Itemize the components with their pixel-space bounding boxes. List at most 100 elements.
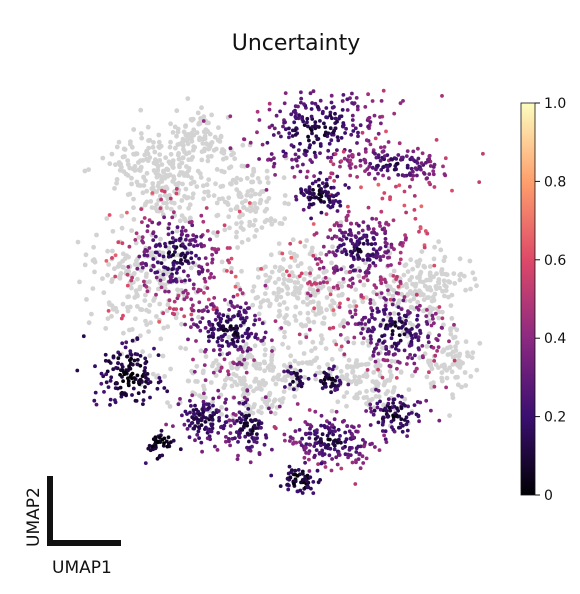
background-cell-point [165, 167, 171, 173]
cell-point [308, 158, 313, 162]
cell-point [376, 171, 380, 176]
cell-point [94, 402, 99, 407]
cell-point [299, 443, 304, 447]
cell-point [333, 116, 338, 121]
cell-point [309, 107, 314, 111]
background-cell-point [138, 131, 144, 136]
background-cell-point [313, 376, 319, 382]
background-cell-point [268, 216, 274, 222]
cell-point [362, 315, 366, 320]
background-cell-point [442, 293, 447, 299]
background-cell-point [185, 96, 191, 101]
cell-point [173, 250, 177, 254]
cell-point [192, 369, 197, 374]
cell-point [346, 185, 351, 190]
cell-point [262, 442, 267, 447]
background-cell-point [167, 193, 172, 198]
cell-point [179, 307, 184, 311]
cell-point [437, 418, 442, 423]
background-cell-point [126, 268, 132, 274]
cell-point [405, 149, 410, 154]
background-cell-point [272, 280, 278, 285]
cell-point [382, 312, 387, 316]
background-cell-point [358, 379, 363, 385]
chart-title: Uncertainty [232, 31, 361, 56]
cell-point [372, 113, 377, 118]
cell-point [331, 162, 336, 167]
cell-point [411, 173, 416, 178]
background-cell-point [286, 278, 291, 283]
background-cell-point [132, 152, 138, 157]
background-cell-point [157, 158, 163, 163]
cell-point [114, 366, 118, 370]
cell-point [348, 149, 352, 153]
cell-point [238, 323, 243, 328]
cell-point [372, 230, 377, 235]
cell-point [391, 218, 396, 223]
cell-point [109, 375, 114, 380]
cell-point [172, 210, 176, 215]
cell-point [365, 253, 370, 258]
cell-point [394, 291, 399, 295]
cell-point [339, 223, 343, 228]
background-cell-point [89, 311, 94, 317]
cell-point [288, 417, 293, 422]
cell-point [350, 118, 355, 122]
cell-point [130, 376, 134, 381]
cell-point [346, 209, 351, 214]
background-cell-point [441, 278, 447, 284]
cell-point [353, 322, 358, 326]
cell-point [358, 269, 362, 273]
cell-point [170, 215, 175, 220]
background-cell-point [454, 340, 460, 346]
cell-point [359, 294, 364, 299]
background-cell-point [222, 227, 228, 233]
cell-point [168, 240, 173, 245]
cell-point [140, 235, 145, 240]
cell-point [118, 385, 123, 390]
cell-point [209, 302, 213, 307]
background-cell-point [164, 186, 170, 192]
background-cell-point [431, 380, 436, 386]
background-cell-point [304, 295, 310, 301]
cell-point [348, 231, 353, 235]
background-cell-point [219, 405, 224, 410]
cell-point [216, 247, 221, 252]
cell-point [330, 193, 335, 198]
cell-point [253, 318, 258, 323]
background-cell-point [141, 183, 147, 188]
background-cell-point [288, 353, 294, 359]
background-cell-point [252, 343, 258, 349]
background-cell-point [271, 398, 277, 404]
cell-point [342, 247, 347, 252]
cell-point [159, 197, 164, 202]
cell-point [335, 462, 340, 467]
background-cell-point [282, 216, 288, 222]
cell-point [188, 242, 193, 247]
background-cell-point [444, 375, 450, 381]
cell-point [399, 307, 404, 311]
cell-point [119, 362, 124, 367]
x-axis-label: UMAP1 [52, 558, 112, 578]
cell-point [392, 111, 397, 116]
cell-point [244, 301, 248, 306]
cell-point [410, 327, 414, 331]
background-cell-point [209, 112, 215, 118]
background-cell-point [114, 177, 120, 182]
background-cell-point [309, 348, 314, 354]
background-cell-point [137, 183, 143, 188]
background-cell-point [290, 237, 296, 243]
background-cell-point [365, 361, 371, 367]
cell-point [344, 218, 349, 223]
cell-point [313, 101, 318, 106]
background-cell-point [194, 363, 200, 369]
cell-point [331, 432, 335, 437]
cell-point [217, 415, 222, 420]
cell-point [313, 153, 318, 158]
cell-point [431, 169, 436, 174]
cell-point [178, 397, 182, 401]
cell-point [417, 229, 421, 234]
cell-point [351, 255, 356, 260]
background-cell-point [119, 225, 125, 231]
background-cell-point [280, 266, 285, 272]
